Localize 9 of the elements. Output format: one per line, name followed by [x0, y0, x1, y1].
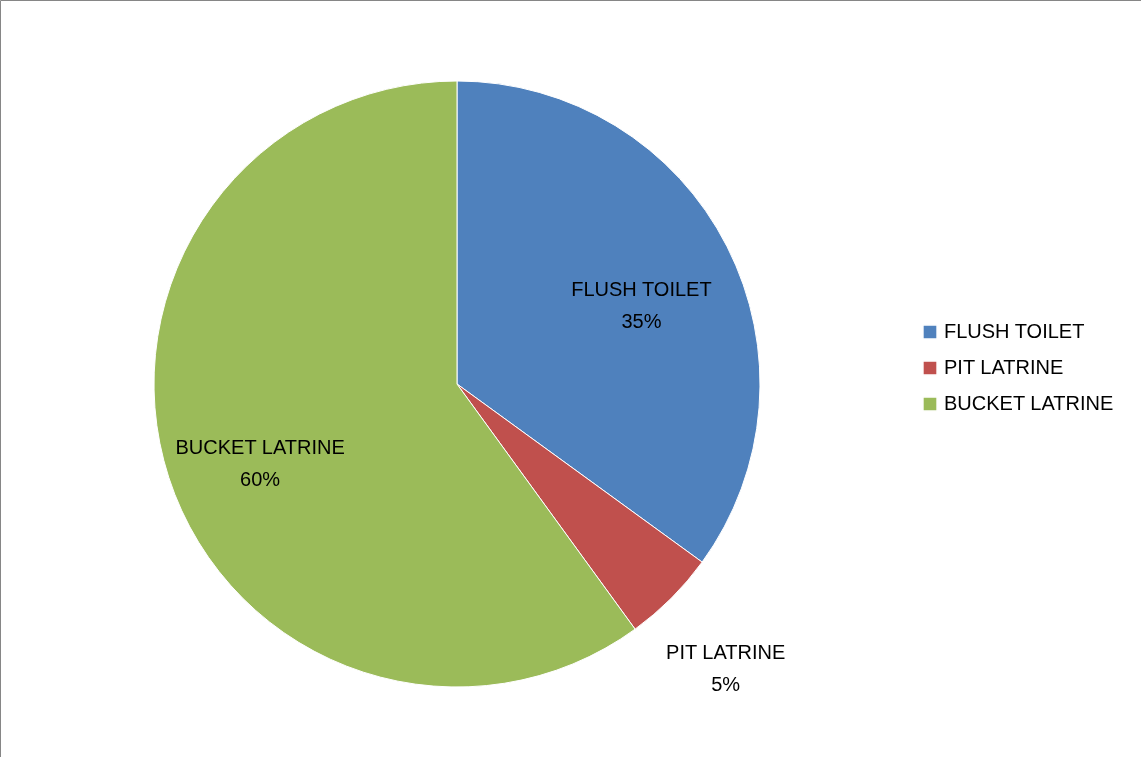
slice-label: PIT LATRINE [666, 640, 786, 663]
data-label: 35% [621, 310, 662, 333]
legend-label: PIT LATRINE [944, 356, 1064, 378]
legend-label: FLUSH TOILET [944, 320, 1085, 342]
slice-label: BUCKET LATRINE [175, 435, 345, 458]
slice-label: FLUSH TOILET [571, 278, 712, 301]
legend-label: BUCKET LATRINE [944, 392, 1114, 414]
data-label: 5% [711, 672, 741, 695]
data-label: 60% [240, 467, 281, 490]
